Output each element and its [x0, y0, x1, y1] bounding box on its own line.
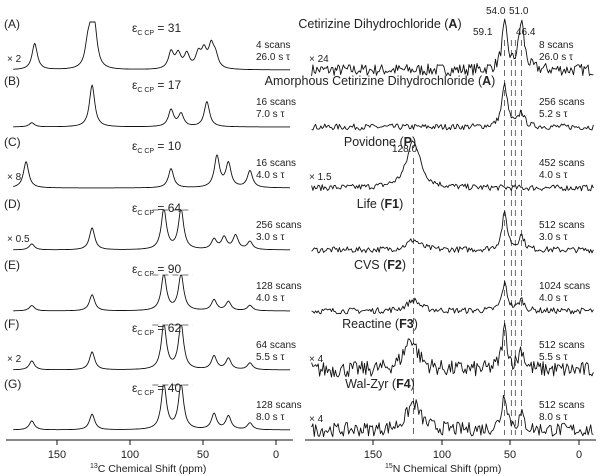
- c13-tau: 3.0 s τ: [256, 232, 284, 243]
- n15-spectrum-F: [311, 322, 594, 378]
- row-title: Amorphous Cetirizine Dihydrochloride (A): [265, 74, 496, 88]
- c13-scans: 128 scans: [256, 400, 302, 411]
- c13-spectrum-G: [13, 384, 291, 431]
- n15-tau: 5.2 s τ: [539, 109, 567, 120]
- epsilon-value: εC CP = 31: [132, 21, 181, 37]
- row-annotations: (A) Cetirizine Dihydrochloride (A) εC CP =…: [4, 17, 590, 425]
- n15-tick-label: 50: [504, 449, 516, 461]
- n15-tau: 26.0 s τ: [539, 52, 573, 63]
- n15-scans: 256 scans: [539, 97, 585, 108]
- epsilon-value: εC CP = 64: [132, 201, 181, 217]
- n15-tick-label: 100: [433, 449, 451, 461]
- c13-scans: 256 scans: [256, 220, 302, 231]
- row-title: Life (F1): [357, 197, 404, 211]
- n15-spectrum-A: [311, 18, 594, 77]
- c13-tick-label: 50: [197, 449, 209, 461]
- n15-tau: 8.0 s τ: [539, 412, 567, 423]
- peak-label-54-0: 54.0: [486, 6, 506, 17]
- guide-lines: [413, 40, 522, 435]
- c13-axis: 150 100 50 0 13C Chemical Shift (ppm): [6, 439, 293, 475]
- n15-spectrum-G: [311, 394, 594, 438]
- c13-scale-factor: × 0.5: [7, 234, 30, 245]
- n15-tau: 4.0 s τ: [539, 170, 567, 181]
- c13-axis-title-sup: 13: [90, 463, 98, 470]
- c13-tau: 26.0 s τ: [256, 52, 290, 63]
- row-label: (E): [4, 258, 20, 272]
- c13-scans: 16 scans: [256, 158, 296, 169]
- peak-label-51-0: 51.0: [509, 6, 529, 17]
- peak-label-128-0: 128.0: [392, 144, 417, 155]
- n15-tick-label: 150: [364, 449, 382, 461]
- row-label: (D): [4, 197, 21, 211]
- n15-peak-labels: 59.1 54.0 51.0 46.4 128.0: [392, 6, 536, 155]
- c13-scale-factor: × 8: [7, 172, 22, 183]
- c13-spectrum-D: [13, 209, 291, 251]
- c13-scale-factor: × 2: [7, 54, 22, 65]
- n15-scale-factor: × 4: [309, 354, 324, 365]
- n15-axis: 150 100 50 0 15N Chemical Shift (ppm): [305, 439, 596, 475]
- c13-spectrum-B: [13, 84, 291, 128]
- row-title: Povidone (P): [344, 135, 416, 149]
- n15-spectrum-B: [311, 82, 594, 131]
- n15-spectrum-C: [311, 140, 594, 192]
- peak-label-59-1: 59.1: [473, 27, 493, 38]
- c13-tau: 8.0 s τ: [256, 412, 284, 423]
- row-label: (G): [4, 377, 21, 391]
- c13-tau: 4.0 s τ: [256, 170, 284, 181]
- c13-spectrum-C: [13, 154, 291, 189]
- c13-spectrum-F: [13, 324, 291, 371]
- epsilon-value: εC CP = 90: [132, 262, 181, 278]
- n15-spectrum-E: [311, 280, 594, 315]
- n15-scans: 512 scans: [539, 400, 585, 411]
- c13-axis-title-text: C Chemical Shift (ppm): [98, 463, 207, 475]
- c13-scans: 16 scans: [256, 97, 296, 108]
- n15-scans: 512 scans: [539, 340, 585, 351]
- c13-scans: 4 scans: [256, 40, 290, 51]
- c13-spectrum-A: [13, 21, 291, 71]
- epsilon-value: εC CP = 10: [132, 139, 181, 155]
- n15-scale-factor: × 1.5: [309, 172, 332, 183]
- n15-tau: 4.0 s τ: [539, 293, 567, 304]
- n15-scans: 1024 scans: [539, 281, 590, 292]
- n15-axis-title: 15N Chemical Shift (ppm): [385, 463, 501, 475]
- epsilon-value: εC CP = 17: [132, 78, 181, 94]
- n15-scale-factor: × 24: [309, 54, 329, 65]
- row-title: Reactine (F3): [342, 317, 418, 331]
- row-label: (B): [4, 74, 20, 88]
- n15-scale-factor: × 4: [309, 414, 324, 425]
- n15-axis-title-text: N Chemical Shift (ppm): [393, 463, 502, 475]
- c13-scale-factor: × 2: [7, 354, 22, 365]
- epsilon-value: εC CP = 40: [132, 381, 181, 397]
- c13-spectrum-E: [13, 274, 291, 312]
- n15-scans: 512 scans: [539, 220, 585, 231]
- n15-spectrum-D: [311, 210, 594, 254]
- spectrum-traces: [13, 18, 594, 438]
- n15-tick-label: 0: [576, 449, 582, 461]
- c13-tick-label: 100: [121, 449, 139, 461]
- row-title: Wal-Zyr (F4): [345, 377, 415, 391]
- c13-scans: 128 scans: [256, 281, 302, 292]
- n15-scans: 452 scans: [539, 158, 585, 169]
- row-label: (A): [4, 17, 20, 31]
- n15-tau: 3.0 s τ: [539, 232, 567, 243]
- c13-scans: 64 scans: [256, 340, 296, 351]
- row-title: CVS (F2): [354, 258, 406, 272]
- c13-tick-label: 0: [273, 449, 279, 461]
- n15-tau: 5.5 s τ: [539, 352, 567, 363]
- epsilon-value: εC CP = 62: [132, 321, 181, 337]
- row-label: (C): [4, 135, 21, 149]
- n15-scans: 8 scans: [539, 40, 573, 51]
- row-label: (F): [4, 317, 19, 331]
- c13-tau: 7.0 s τ: [256, 109, 284, 120]
- c13-tau: 4.0 s τ: [256, 293, 284, 304]
- c13-tick-label: 150: [48, 449, 66, 461]
- peak-label-46-4: 46.4: [516, 27, 536, 38]
- row-title: Cetirizine Dihydrochloride (A): [298, 17, 461, 31]
- n15-axis-title-sup: 15: [385, 463, 393, 470]
- c13-axis-title: 13C Chemical Shift (ppm): [90, 463, 206, 475]
- c13-tau: 5.5 s τ: [256, 352, 284, 363]
